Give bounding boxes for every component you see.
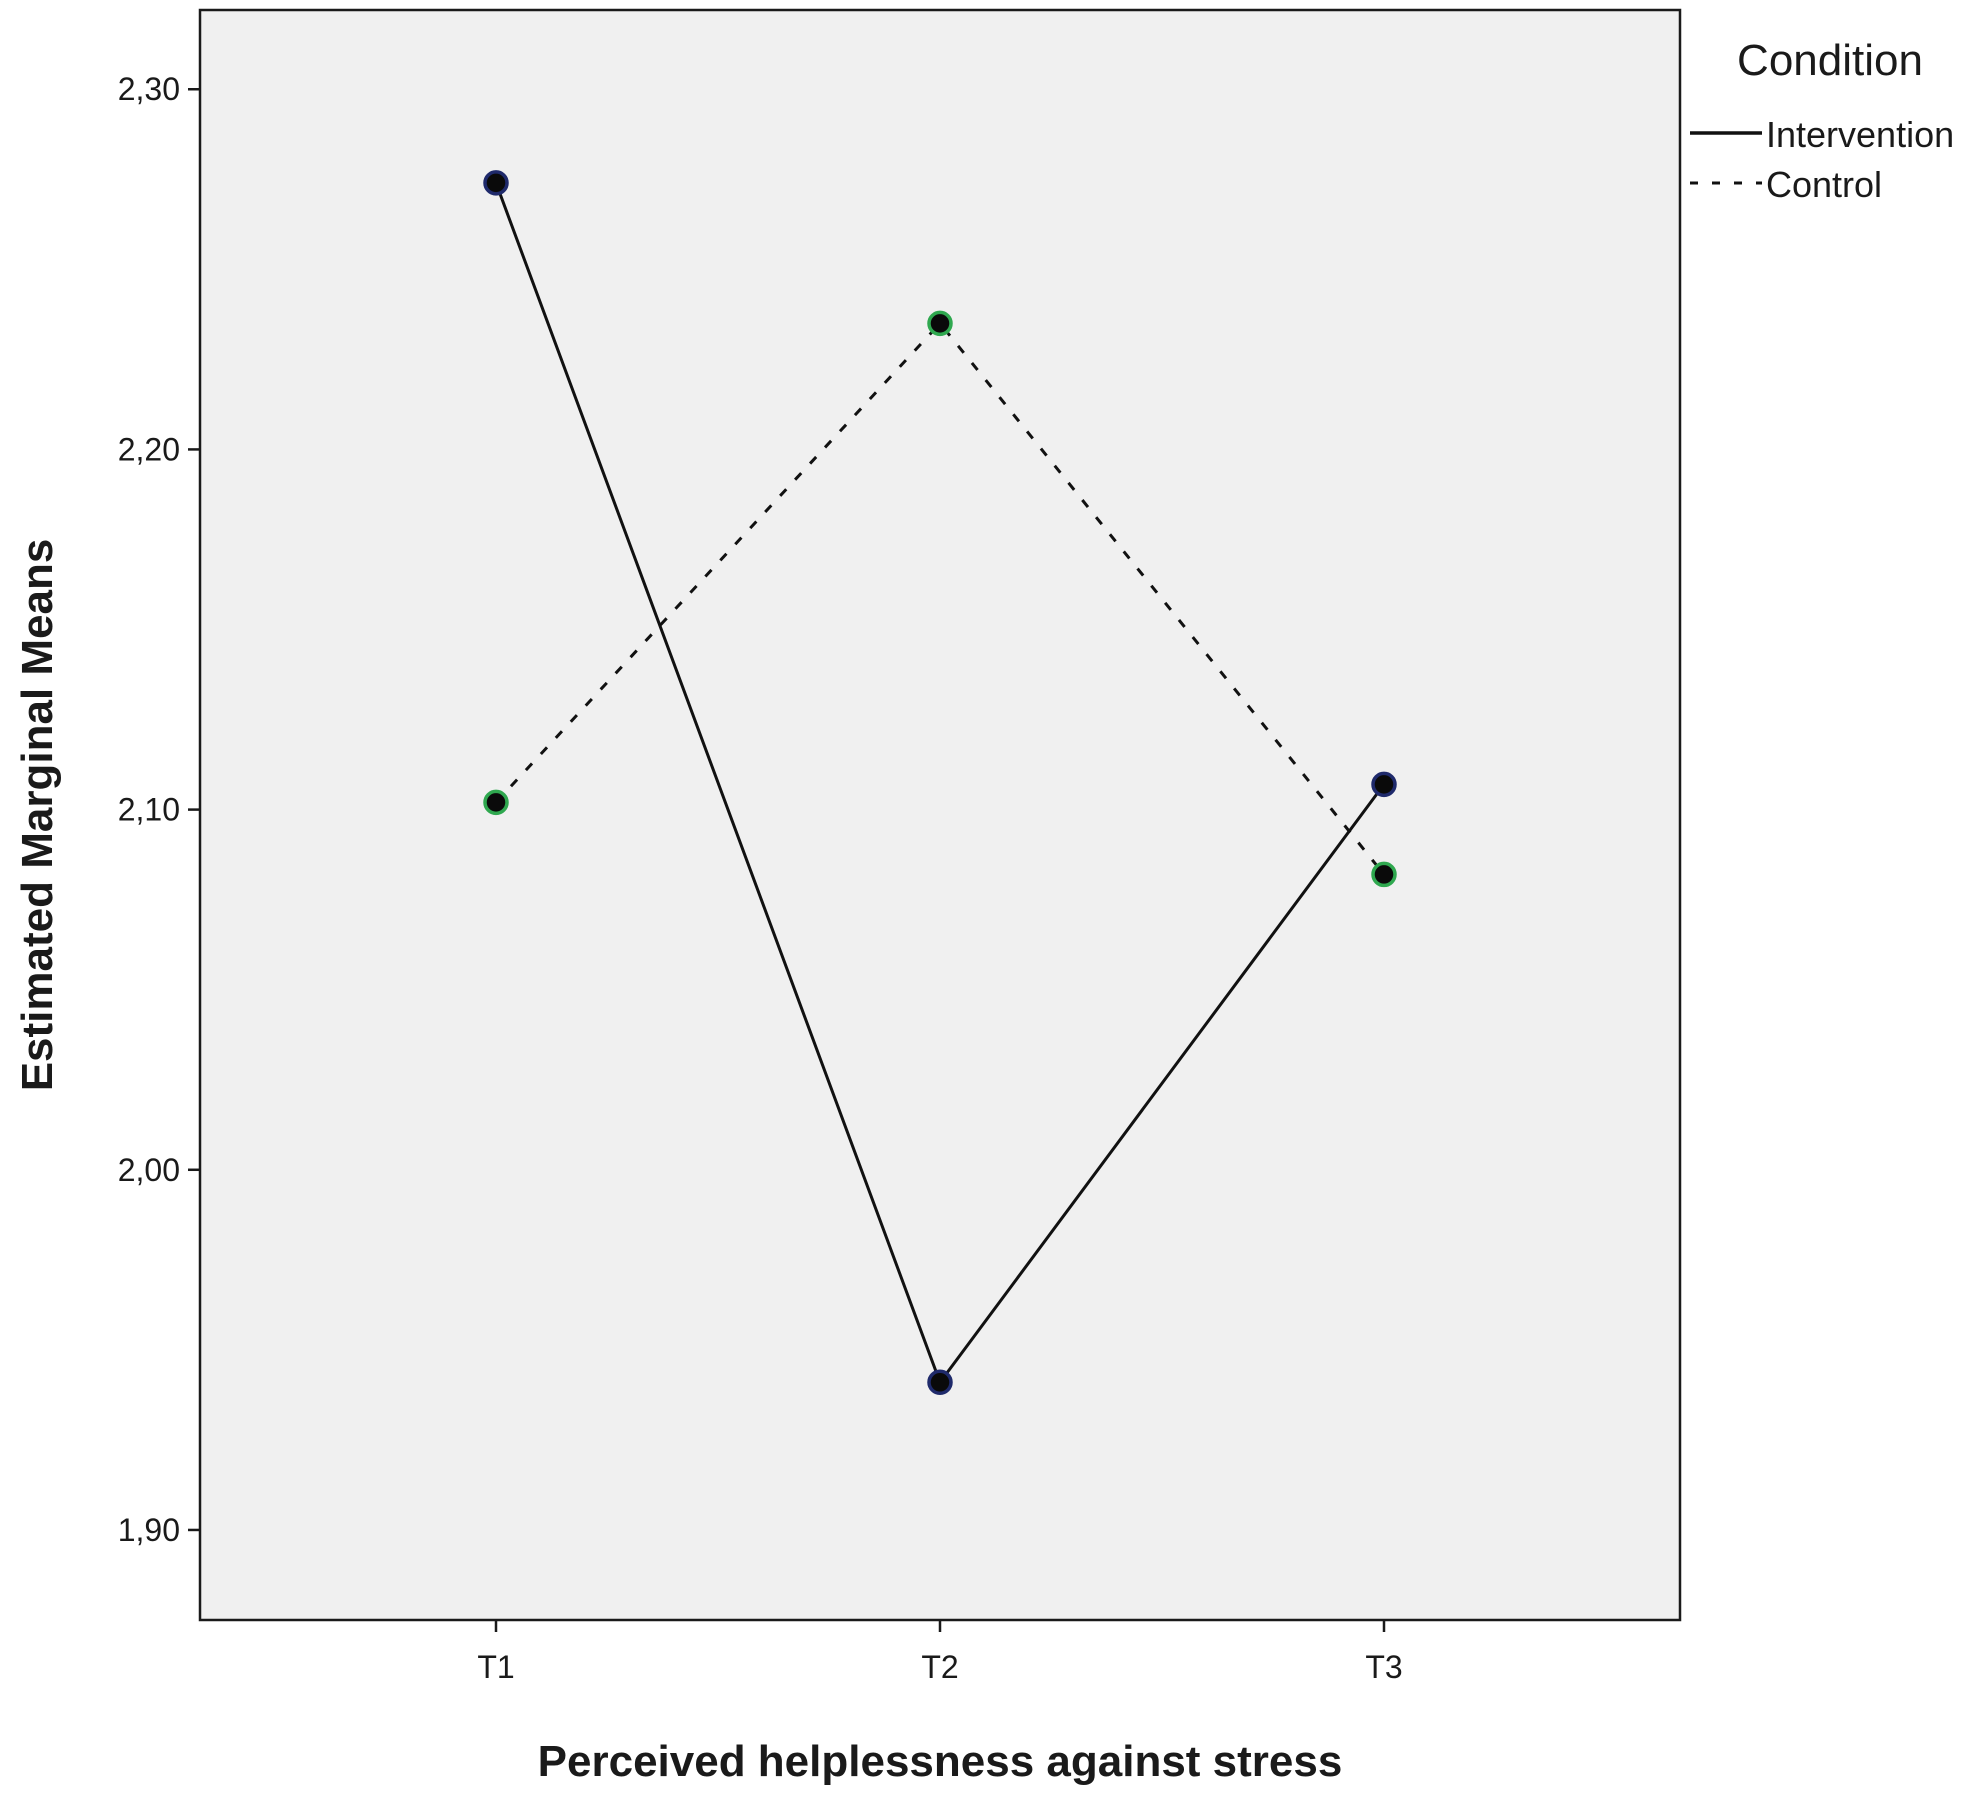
legend-label-intervention: Intervention (1766, 114, 1954, 155)
series-layer (483, 170, 1397, 1396)
x-tick-label: T1 (477, 1649, 514, 1685)
data-point-control-t1 (483, 789, 509, 816)
y-tick-label: 2,30 (118, 71, 180, 107)
y-tick-label: 2,10 (118, 792, 180, 828)
y-tick-label: 2,20 (118, 431, 180, 467)
legend: Condition Intervention Control (1690, 36, 1954, 205)
data-point-control-t3 (1371, 861, 1397, 888)
x-tick-label: T2 (921, 1649, 958, 1685)
y-tick-label: 2,00 (118, 1152, 180, 1188)
x-tick-label: T3 (1365, 1649, 1402, 1685)
data-point-intervention-t2 (927, 1369, 953, 1396)
data-point-intervention-t1 (483, 170, 509, 196)
y-tick-label: 1,90 (118, 1512, 180, 1548)
legend-title: Condition (1737, 36, 1923, 85)
x-axis: T1 T2 T3 (477, 1620, 1403, 1685)
legend-label-control: Control (1766, 164, 1882, 205)
y-axis: 2,30 2,20 2,10 2,00 1,90 (118, 71, 200, 1548)
data-point-intervention-t3 (1371, 771, 1397, 798)
series-line-control (494, 321, 1386, 876)
plot-area (198, 8, 1682, 1622)
data-point-control-t2 (927, 310, 953, 337)
y-axis-title: Estimated Marginal Means (13, 539, 62, 1092)
x-axis-title: Perceived helplessness against stress (538, 1737, 1343, 1786)
